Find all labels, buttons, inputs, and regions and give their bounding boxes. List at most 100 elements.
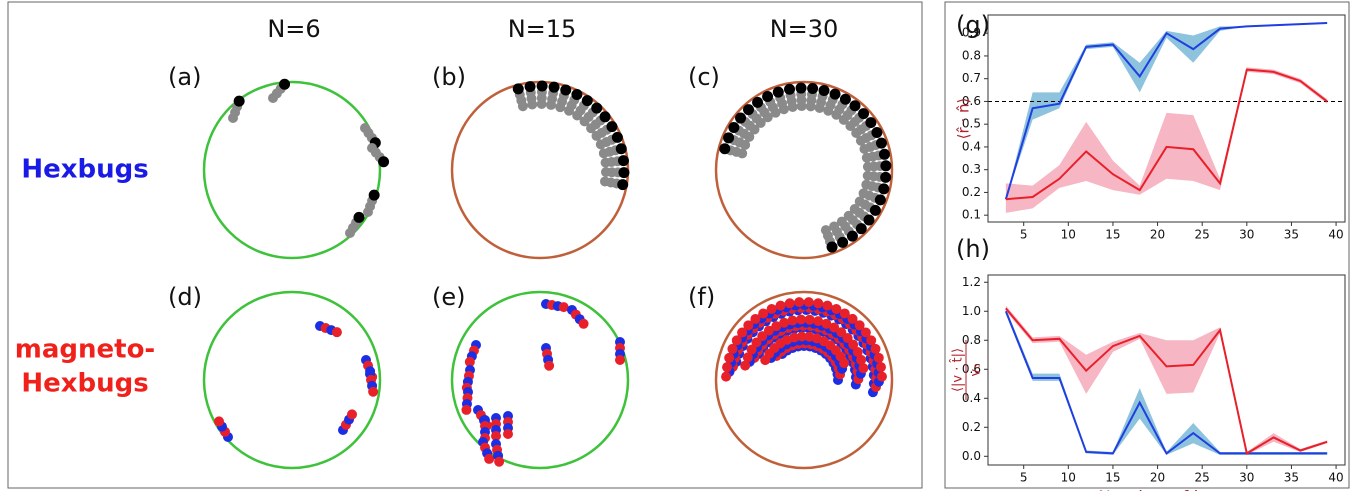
bug-segment [727,344,737,354]
bug-segment [612,132,622,142]
bug-segment [856,224,866,234]
y-tick-label: 0.2 [962,420,981,434]
bug-segment [572,90,582,100]
y-label: ⟨r̂ · n̂⟩ [955,98,973,140]
y-tick-label: 0.1 [962,208,981,222]
band [1006,67,1327,213]
bug-segment [776,301,786,311]
bug-segment [763,92,773,102]
x-tick-label: 25 [1195,471,1210,485]
bug-segment [619,168,629,178]
bug-segment [805,315,815,325]
bug-segment [794,297,804,307]
y-tick-label: 0.3 [962,162,981,176]
bug-segment [881,172,891,182]
bug-segment [813,298,823,308]
bug-segment [721,372,731,382]
arena [204,292,380,468]
bug-segment [767,304,777,314]
bug-segment [879,184,889,194]
bug-segment [549,82,559,92]
bug-segment [615,355,625,365]
bug-segment [785,298,795,308]
column-header: N=6 [267,15,320,43]
bug-segment [354,212,364,222]
bug-segment [871,344,881,354]
bug-segment [859,109,869,119]
bug-segment [582,96,592,106]
bug-segment [877,372,887,382]
bug-segment [866,118,876,128]
bug-segment [881,161,891,171]
panel-label: (f) [688,283,715,311]
row-label: magneto- [15,335,155,365]
bug-segment [796,83,806,93]
bug-segment [544,361,554,371]
bug-segment [736,113,746,123]
bug-segment [369,190,379,200]
x-tick-label: 20 [1150,228,1165,242]
bug-segment [607,122,617,132]
bug-segment [876,138,886,148]
x-tick-label: 5 [1020,471,1028,485]
bug-segment [858,363,868,373]
bug-segment [592,103,602,113]
y-tick-label: 0.4 [962,139,981,153]
x-tick-label: 15 [1105,471,1120,485]
x-tick-label: 40 [1328,471,1343,485]
bug-segment [214,416,224,426]
bug-segment [785,84,795,94]
panel-label: (b) [432,63,466,91]
figure: N=6 N=15 N=30 Hexbugs magneto- Hexbugs (… [0,0,1352,491]
x-tick-label: 20 [1150,471,1165,485]
x-tick-label: 35 [1284,228,1299,242]
bug-segment [729,123,739,133]
column-header: N=30 [770,15,839,43]
bug-segment [724,353,734,363]
column-header: N=15 [508,15,577,43]
x-tick-label: 10 [1061,471,1076,485]
bug-segment [822,301,832,311]
bug-segment [808,83,818,93]
y-label-denominator: v₀ [969,364,984,377]
bug-segment [830,89,840,99]
bug-segment [618,156,628,166]
x-tick-label: 35 [1284,471,1299,485]
y-label: ⟨|v · t̂|⟩ [950,348,965,392]
bug-segment [744,105,754,115]
bug-segment [819,85,829,95]
panel-label: (d) [168,283,202,311]
y-tick-label: 0.8 [962,48,981,62]
bug-segment [879,149,889,159]
bug-segment [484,454,494,464]
x-tick-label: 15 [1105,228,1120,242]
bug-segment [494,457,504,467]
bug-segment [796,315,806,325]
bug-segment [838,237,848,247]
y-tick-label: 0.2 [962,185,981,199]
x-tick-label: 5 [1020,228,1028,242]
panel-label: (a) [168,63,201,91]
bug-segment [368,387,378,397]
bug-segment [525,82,535,92]
bug-segment [847,231,857,241]
y-tick-label: 0.0 [962,449,981,463]
bug-segment [874,353,884,363]
bug-segment [804,297,814,307]
bug-segment [332,327,342,337]
row-label: Hexbugs [21,155,148,185]
bug-segment [280,79,290,89]
bug-segment [503,429,513,439]
bug-segment [876,362,886,372]
y-tick-label: 1.2 [962,275,981,289]
bug-segment [618,180,628,190]
panel-label: (c) [688,63,720,91]
bug-segment [379,157,389,167]
x-tick-label: 40 [1328,228,1343,242]
row-label: Hexbugs [21,369,148,399]
bug-segment [872,127,882,137]
bug-segment [561,85,571,95]
bug-segment [827,242,837,252]
bug-segment [866,335,876,345]
bug-segment [773,87,783,97]
